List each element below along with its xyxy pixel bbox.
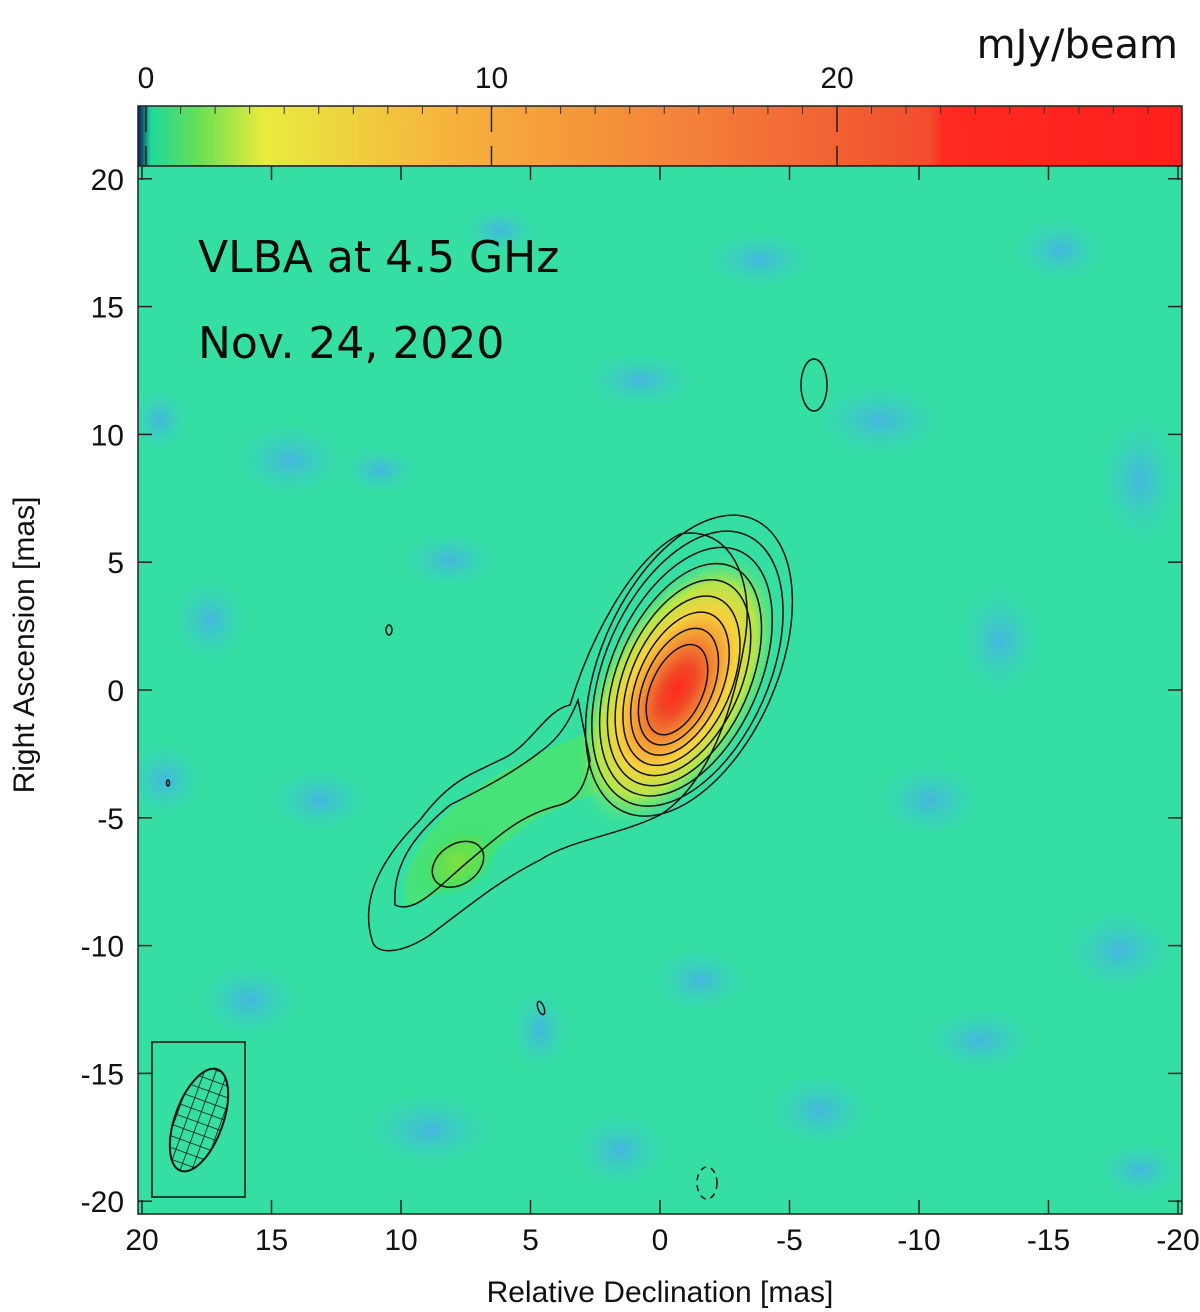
y-tick-label: 5 [107, 547, 124, 580]
contour-core [645, 643, 709, 736]
noise-patch [1095, 410, 1182, 550]
contour-core [598, 546, 774, 797]
x-tick-label: -5 [776, 1224, 803, 1257]
contour-core [622, 595, 741, 767]
colorbar: 0 10 20 [137, 62, 1183, 167]
x-tick-label: 0 [652, 1224, 669, 1257]
beam-box [151, 1041, 246, 1198]
x-tick-label: 5 [522, 1224, 539, 1257]
noise-patch [580, 350, 700, 410]
noise-patches [138, 205, 1182, 1200]
noise-patch [195, 960, 305, 1040]
noise-patch [570, 1110, 670, 1190]
noise-patch [138, 740, 205, 820]
colorbar-tick-label: 0 [138, 62, 155, 95]
noise-patch [810, 380, 950, 460]
contour-noise [536, 1000, 546, 1016]
x-tick-label: 10 [384, 1224, 417, 1257]
annotation-instrument: VLBA at 4.5 GHz [198, 232, 559, 283]
annotation-date: Nov. 24, 2020 [198, 318, 504, 369]
noise-patch [765, 1070, 875, 1150]
emission [405, 554, 778, 905]
noise-patch [510, 985, 570, 1075]
x-tick-label: -20 [1156, 1224, 1199, 1257]
x-tick-label: -15 [1027, 1224, 1070, 1257]
noise-patch [360, 1090, 500, 1170]
plot-area [138, 166, 1182, 1214]
y-tick-label: -15 [81, 1058, 124, 1091]
noise-patch [230, 420, 350, 500]
jet-knot-emission [416, 824, 500, 899]
noise-patch [1010, 215, 1110, 285]
contour-outer [367, 532, 748, 952]
y-tick-label: -20 [81, 1186, 124, 1219]
y-tick-label: 0 [107, 675, 124, 708]
contour-core [591, 530, 784, 807]
noise-patch [920, 1005, 1040, 1075]
beam-frame [151, 1041, 246, 1198]
noise-patch [1095, 1140, 1182, 1200]
x-tick-label: 20 [125, 1224, 158, 1257]
noise-patch [265, 765, 375, 835]
x-tick-label: 15 [255, 1224, 288, 1257]
contours [165, 358, 828, 1200]
y-tick-label: 15 [91, 292, 124, 325]
colorbar-gradient [138, 106, 1182, 166]
noise-patch [1060, 905, 1180, 995]
y-tick-label: 20 [91, 164, 124, 197]
noise-patch [650, 945, 750, 1015]
y-tick-label: 10 [91, 419, 124, 452]
colorbar-tick-label: 10 [475, 62, 508, 95]
noise-patch [875, 760, 985, 840]
contour-core [637, 627, 720, 746]
colorbar-tick-label: 20 [820, 62, 853, 95]
contour-jet [394, 697, 591, 908]
contour-negative [696, 1166, 718, 1200]
contour-noise [165, 779, 171, 787]
y-tick-label: -10 [81, 931, 124, 964]
x-axis-title: Relative Declination [mas] [487, 1276, 834, 1309]
colorbar-unit-label: mJy/beam [977, 22, 1178, 68]
core-emission [576, 554, 778, 826]
noise-patch [170, 575, 250, 665]
contour-noise [800, 358, 828, 412]
noise-patch [700, 230, 820, 290]
noise-patch [400, 530, 500, 590]
contour-noise [385, 624, 393, 636]
beam-ellipse [168, 1067, 230, 1173]
noise-patch [955, 580, 1045, 700]
contour-core [614, 579, 752, 777]
y-tick-label: -5 [97, 803, 124, 836]
contour-knot [431, 840, 485, 888]
contour-core [584, 514, 794, 817]
contour-core [606, 562, 763, 787]
x-tick-label: -10 [897, 1224, 940, 1257]
y-axis-title: Right Ascension [mas] [8, 497, 41, 794]
noise-patch [460, 205, 540, 255]
contour-core [629, 611, 730, 756]
noise-patch [340, 445, 420, 495]
noise-patch [138, 385, 190, 455]
